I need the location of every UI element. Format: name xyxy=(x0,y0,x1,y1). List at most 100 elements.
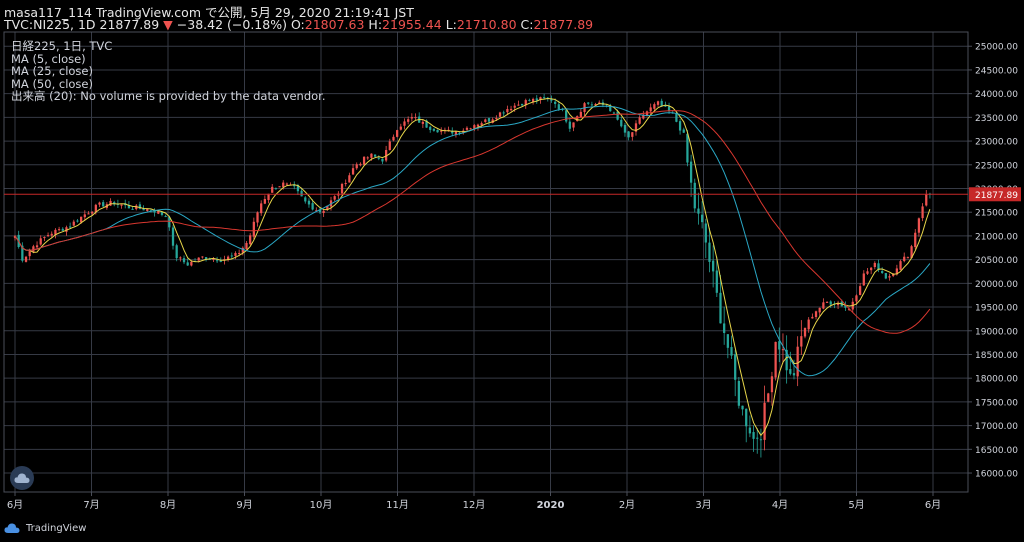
candle-body xyxy=(87,213,90,215)
candle-body xyxy=(102,202,105,207)
candle-body xyxy=(590,104,594,106)
candle-body xyxy=(451,130,454,134)
candle-body xyxy=(274,188,278,190)
candle-body xyxy=(21,245,24,261)
candle-body xyxy=(723,323,726,333)
candle-body xyxy=(517,104,520,106)
price-tick-label: 19500.00 xyxy=(975,304,1018,314)
candle-body xyxy=(175,245,178,259)
candle-body xyxy=(700,214,704,223)
candle-body xyxy=(256,212,259,223)
ma-25-line xyxy=(14,105,931,377)
candle-body xyxy=(844,305,847,308)
candle-body xyxy=(576,116,579,122)
candle-body xyxy=(208,258,211,260)
candle-body xyxy=(616,111,619,120)
time-tick-label: 6月 xyxy=(7,499,23,511)
candle-body xyxy=(399,126,402,130)
candle-body xyxy=(664,105,667,107)
candle-body xyxy=(57,229,61,231)
candle-body xyxy=(384,150,388,161)
low-value: 21710.80 xyxy=(456,17,517,32)
candle-body xyxy=(138,204,142,209)
candle-body xyxy=(28,251,31,257)
candle-body xyxy=(704,223,707,243)
open-value: 21807.63 xyxy=(304,17,365,32)
current-price-marker: 21877.89 xyxy=(4,187,1021,202)
time-tick-label: 6月 xyxy=(925,499,941,511)
candle-body xyxy=(392,136,395,141)
candle-body xyxy=(407,119,410,122)
candle-body xyxy=(238,252,241,254)
price-tick-label: 16000.00 xyxy=(975,470,1018,480)
candle-body xyxy=(182,258,186,263)
price-tick-label: 21500.00 xyxy=(975,209,1018,219)
candle-body xyxy=(300,190,303,197)
candle-body xyxy=(54,229,57,235)
tradingview-logo[interactable]: TradingView xyxy=(4,522,86,534)
candle-body xyxy=(752,432,755,439)
candle-body xyxy=(675,113,678,122)
candle-body xyxy=(146,209,149,212)
candle-body xyxy=(612,112,616,114)
price-tick-label: 23500.00 xyxy=(975,114,1018,124)
candle-body xyxy=(46,235,50,237)
candle-body xyxy=(142,208,145,211)
candle-body xyxy=(506,109,509,113)
candle-body xyxy=(197,257,200,261)
candle-body xyxy=(168,216,171,228)
candle-body xyxy=(212,258,215,260)
candle-body xyxy=(653,104,656,109)
candle-body xyxy=(318,209,322,213)
candle-body xyxy=(293,184,296,187)
candle-body xyxy=(249,235,252,245)
candle-body xyxy=(429,126,432,130)
candle-body xyxy=(436,129,439,133)
open-label: O: xyxy=(290,17,305,32)
legend-ma50: MA (50, close) xyxy=(11,76,93,91)
candle-body xyxy=(509,108,513,111)
candle-body xyxy=(535,98,538,101)
candle-body xyxy=(201,256,204,258)
candle-body xyxy=(858,286,862,295)
candle-body xyxy=(76,220,79,222)
candle-body xyxy=(708,242,711,262)
cloud-icon xyxy=(14,473,30,483)
candle-body xyxy=(396,130,399,137)
candle-body xyxy=(899,261,902,270)
price-tick-label: 21000.00 xyxy=(975,232,1018,242)
time-tick-label: 2月 xyxy=(619,499,635,511)
candle-body xyxy=(719,292,722,324)
candle-body xyxy=(219,260,222,262)
candle-body xyxy=(697,208,700,214)
candle-body xyxy=(127,204,131,209)
candle-body xyxy=(50,233,53,236)
candle-body xyxy=(65,227,68,232)
time-tick-label: 2020 xyxy=(537,500,565,511)
time-tick-label: 10月 xyxy=(310,499,333,511)
candle-body xyxy=(568,121,571,129)
candle-body xyxy=(756,437,759,439)
price-tick-label: 18000.00 xyxy=(975,375,1018,385)
candle-body xyxy=(638,117,641,124)
publish-info: masa117_114 TradingView.com で公開, 5月 29, … xyxy=(4,5,414,20)
price-tick-label: 17500.00 xyxy=(975,398,1018,408)
candle-body xyxy=(80,216,83,223)
candle-body xyxy=(190,261,193,266)
candle-body xyxy=(366,157,369,159)
candle-body xyxy=(160,212,164,215)
candle-body xyxy=(491,119,494,123)
candle-body xyxy=(68,226,72,228)
candle-body xyxy=(322,210,325,214)
moving-averages-layer xyxy=(14,97,931,437)
candle-body xyxy=(234,252,237,256)
candle-body xyxy=(678,121,682,131)
candle-body xyxy=(495,117,498,120)
candle-body xyxy=(741,405,744,410)
candle-body xyxy=(649,107,652,112)
tradingview-cloud-button[interactable] xyxy=(10,466,34,490)
candle-body xyxy=(712,260,715,272)
candle-body xyxy=(796,346,799,377)
candle-body xyxy=(484,119,487,123)
